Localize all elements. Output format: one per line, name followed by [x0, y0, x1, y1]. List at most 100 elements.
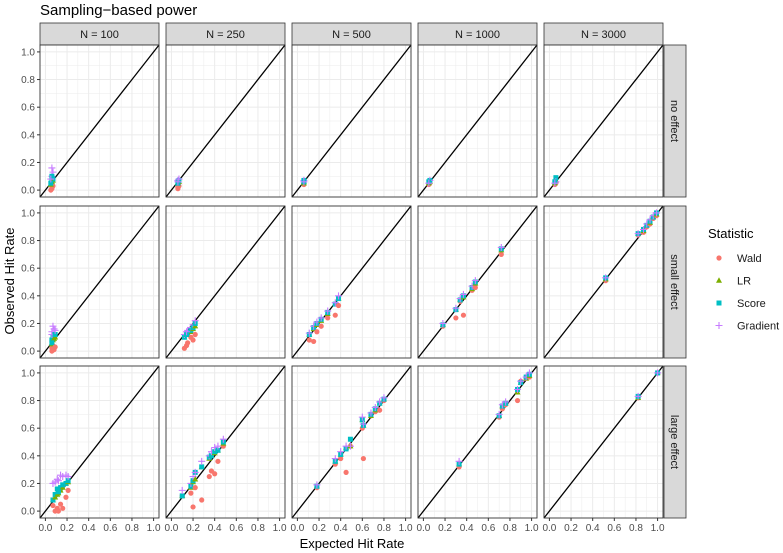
data-point-wald	[206, 473, 212, 480]
legend-label: Gradient	[737, 321, 779, 333]
x-tick-label: 0.4	[460, 523, 474, 534]
data-point-wald	[306, 337, 312, 343]
legend-label: Score	[737, 298, 766, 310]
data-point-gradient	[214, 442, 222, 450]
data-point-gradient	[459, 290, 467, 298]
x-tick-label: 0.0	[416, 523, 430, 534]
legend-key-square	[716, 300, 722, 306]
data-point-score	[212, 449, 218, 455]
facet-panel	[165, 44, 286, 198]
data-point-wald	[514, 397, 521, 404]
data-point-gradient	[335, 292, 343, 300]
data-point-wald	[55, 508, 61, 514]
x-tick-label: 1.0	[399, 523, 413, 534]
legend-label: LR	[737, 276, 751, 288]
data-point-gradient	[53, 475, 61, 483]
data-point-wald	[175, 186, 181, 192]
reference-line	[39, 44, 160, 198]
panel-border	[543, 44, 664, 198]
y-tick-label: 0.4	[21, 451, 35, 462]
y-tick-label: 0.6	[21, 424, 35, 435]
data-point-gradient	[337, 448, 345, 456]
data-point-wald	[314, 329, 320, 335]
data-point-wald	[60, 505, 66, 511]
data-point-wald	[190, 337, 196, 343]
data-point-wald	[212, 471, 218, 477]
data-point-gradient	[324, 307, 332, 315]
facet-panel: 0.0 0.2 0.4 0.6 0.8 1.0	[164, 365, 287, 534]
row-strip	[663, 365, 687, 519]
facet-panel: 0.0 0.2 0.4 0.6 0.8 1.0	[21, 44, 160, 198]
data-point-gradient	[359, 420, 367, 428]
column-strip-label: N = 3000	[581, 29, 626, 41]
data-point-score	[60, 482, 66, 488]
data-point-gradient	[305, 329, 313, 337]
data-point-wald	[50, 502, 56, 509]
legend-entry: Wald	[716, 253, 762, 265]
data-point-score	[49, 173, 55, 179]
facet-panel: 0.0 0.2 0.4 0.6 0.8 1.0 0.0 0.2 0.4 0.6 0.8 1.0	[21, 365, 161, 534]
facet-panel	[165, 205, 286, 359]
y-tick-label: 0.4	[21, 130, 35, 141]
panel-border	[39, 205, 160, 359]
data-point-gradient	[517, 377, 525, 385]
data-point-score	[52, 332, 58, 338]
x-tick-label: 1.0	[651, 523, 665, 534]
data-point-wald	[332, 312, 338, 318]
x-tick-label: 0.6	[229, 523, 243, 534]
y-tick-label: 1.0	[21, 368, 35, 379]
data-point-gradient	[654, 369, 662, 377]
y-tick-label: 0.0	[21, 507, 35, 518]
data-point-gradient	[514, 385, 522, 393]
x-tick-label: 0.0	[542, 523, 556, 534]
data-point-gradient	[425, 179, 433, 187]
reference-line	[39, 205, 160, 359]
facet-panel	[291, 44, 412, 198]
data-point-gradient	[191, 317, 199, 325]
panel-border	[543, 205, 664, 359]
data-point-wald	[360, 455, 366, 462]
x-tick-label: 0.6	[607, 523, 621, 534]
x-tick-label: 0.2	[438, 523, 452, 534]
facet-panel: 0.0 0.2 0.4 0.6 0.8 1.0	[290, 365, 413, 534]
x-tick-label: 0.4	[208, 523, 222, 534]
data-point-score	[215, 447, 221, 453]
row-strip-label: small effect	[668, 254, 680, 309]
panel-border	[291, 44, 412, 198]
y-tick-label: 0.8	[21, 396, 35, 407]
panel-border	[543, 365, 664, 519]
x-axis-title: Expected Hit Rate	[300, 536, 405, 551]
facet-panel	[543, 44, 664, 198]
data-point-gradient	[317, 314, 325, 322]
y-tick-label: 0.0	[21, 186, 35, 197]
data-point-score	[208, 453, 214, 459]
x-tick-label: 0.8	[251, 523, 265, 534]
panel-border	[165, 44, 286, 198]
data-point-wald	[343, 469, 349, 475]
x-tick-label: 0.2	[564, 523, 578, 534]
data-point-wald	[335, 302, 342, 309]
chart-title: Sampling−based power	[40, 2, 197, 19]
panel-border	[417, 365, 538, 519]
panel-border	[165, 205, 286, 359]
facet-panel: 0.0 0.2 0.4 0.6 0.8 1.0	[542, 365, 665, 534]
y-tick-label: 0.8	[21, 236, 35, 247]
data-point-gradient	[452, 304, 460, 312]
data-point-score	[553, 175, 559, 181]
reference-line	[165, 44, 286, 198]
data-point-gradient	[47, 175, 55, 183]
data-point-gradient	[471, 277, 479, 285]
x-tick-label: 0.0	[38, 523, 52, 534]
data-point-gradient	[602, 274, 610, 282]
data-point-gradient	[313, 481, 321, 489]
data-point-wald	[183, 342, 190, 349]
data-point-gradient	[300, 178, 308, 186]
data-point-gradient	[219, 435, 227, 443]
data-point-wald	[453, 315, 459, 321]
data-point-gradient	[64, 473, 72, 481]
facet-panel	[417, 205, 538, 359]
data-point-gradient	[495, 410, 503, 418]
data-point-gradient	[211, 444, 219, 452]
reference-line	[543, 365, 664, 519]
row-strip	[663, 44, 687, 198]
